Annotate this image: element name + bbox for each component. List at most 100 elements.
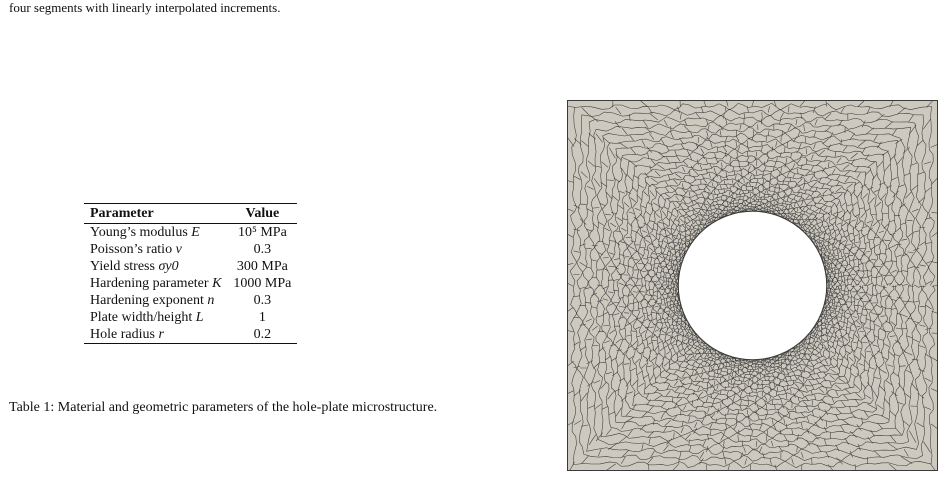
mesh-edge (680, 256, 682, 258)
mesh-edge (679, 246, 682, 249)
mesh-edge (803, 229, 806, 231)
mesh-edge (620, 327, 626, 331)
mesh-edge (866, 308, 872, 311)
mesh-edge (643, 318, 649, 322)
mesh-edge (613, 266, 619, 270)
mesh-edge (863, 410, 869, 418)
mesh-edge (653, 222, 659, 226)
mesh-edge (843, 170, 850, 177)
mesh-edge (663, 444, 669, 452)
mesh-edge (653, 290, 658, 293)
mesh-edge (889, 154, 897, 161)
mesh-edge (855, 279, 860, 282)
mesh-edge (714, 216, 717, 219)
mesh-edge (712, 389, 715, 394)
mesh-edge (602, 267, 609, 272)
mesh-edge (772, 210, 774, 213)
mesh-edge (885, 260, 892, 263)
mesh-edge (791, 350, 794, 353)
mesh-edge (664, 302, 668, 304)
mesh-edge (693, 390, 695, 396)
mesh-edge (800, 174, 803, 180)
mesh-edge (838, 312, 843, 314)
mesh-edge (663, 206, 669, 210)
mesh-edge (756, 405, 760, 410)
mesh-edge (676, 156, 681, 162)
mesh-edge (867, 227, 873, 232)
mesh-edge (646, 300, 651, 304)
mesh-edge (723, 188, 725, 193)
mesh-edge (685, 359, 691, 363)
mesh-edge (641, 285, 646, 287)
mesh-edge (660, 276, 664, 278)
mesh-edge (802, 225, 805, 228)
mesh-edge (793, 351, 796, 354)
mesh-edge (709, 210, 713, 214)
mesh-edge (682, 166, 686, 173)
mesh-edge (808, 231, 811, 233)
mesh-edge (580, 392, 588, 402)
mesh-edge (816, 326, 819, 328)
mesh-edge (628, 302, 634, 305)
mesh-edge (706, 446, 709, 453)
mesh-edge (706, 196, 711, 200)
mesh-edge (815, 378, 820, 384)
mesh-edge (595, 133, 603, 143)
value-cell: 300 MPa (236, 259, 288, 274)
mesh-edge (852, 252, 857, 255)
mesh-edge (826, 248, 830, 250)
mesh-edge (567, 105, 576, 108)
mesh-edge (875, 113, 885, 122)
mesh-edge (680, 377, 686, 383)
mesh-edge (669, 233, 674, 236)
mesh-edge (747, 396, 749, 401)
mesh-edge (637, 268, 643, 272)
mesh-edge (717, 357, 719, 361)
mesh-edge (686, 394, 690, 400)
mesh-edge (706, 118, 709, 125)
mesh-edge (880, 193, 887, 200)
mesh-edge (620, 241, 626, 244)
mesh-edge (700, 360, 704, 365)
mesh-edge (828, 280, 830, 283)
mesh-edge (813, 241, 816, 243)
mesh-edge (689, 233, 693, 235)
mesh-edge (674, 251, 677, 254)
mesh-edge (791, 428, 794, 435)
mesh-edge (895, 227, 901, 233)
mesh-edge (682, 183, 684, 189)
mesh-edge (772, 194, 774, 198)
mesh-edge (685, 233, 689, 236)
mesh-edge (861, 253, 867, 257)
mesh-edge (874, 243, 880, 247)
mesh-edge (697, 224, 700, 227)
mesh-edge (701, 218, 704, 222)
mesh-edge (740, 452, 744, 459)
mesh-edge (689, 356, 694, 360)
mesh-edge (615, 338, 622, 344)
mesh-edge (774, 207, 777, 210)
mesh-edge (823, 225, 828, 228)
mesh-edge (856, 191, 862, 199)
mesh-edge (703, 178, 708, 184)
mesh-edge (840, 106, 845, 114)
mesh-edge (594, 165, 602, 168)
mesh-edge (671, 293, 674, 296)
mesh-edge (706, 187, 711, 192)
mesh-edge (733, 383, 735, 388)
mesh-edge (829, 262, 832, 266)
mesh-edge (819, 351, 823, 357)
mesh-edge (799, 351, 802, 355)
mesh-edge (824, 409, 829, 416)
mesh-edge (677, 251, 680, 254)
mesh-edge (761, 112, 763, 119)
mesh-edge (825, 349, 830, 353)
mesh-edge (891, 298, 897, 302)
mesh-edge (615, 407, 622, 417)
mesh-edge (649, 373, 655, 382)
mesh-edge (702, 201, 706, 206)
mesh-edge (641, 363, 647, 369)
mesh-edge (778, 184, 780, 189)
mesh-edge (704, 222, 707, 225)
mesh-edge (755, 400, 757, 406)
